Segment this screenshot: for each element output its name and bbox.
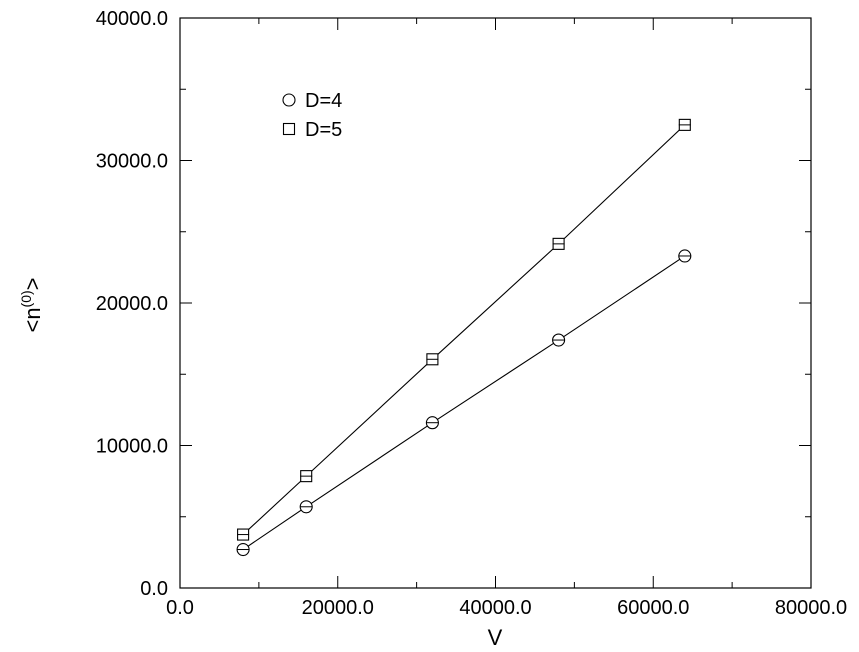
x-tick-labels: 0.0 20000.0 40000.0 60000.0 80000.0: [166, 597, 847, 619]
series-markers: [236, 118, 692, 557]
x-tick-label: 80000.0: [775, 597, 847, 619]
x-tick-label: 40000.0: [459, 597, 531, 619]
y-tick-label: 40000.0: [96, 8, 168, 30]
y-tick-label: 10000.0: [96, 436, 168, 458]
y-tick-labels: 0.0 10000.0 20000.0 30000.0 40000.0: [96, 8, 168, 600]
y-tick-label: 20000.0: [96, 293, 168, 315]
series-lines: [242, 124, 686, 550]
legend: D=4D=5: [282, 90, 342, 141]
y-tick-label: 30000.0: [96, 151, 168, 173]
legend-label: D=4: [305, 90, 342, 112]
x-tick-label: 60000.0: [617, 597, 689, 619]
plot-area-frame: [179, 17, 812, 589]
x-tick-label: 0.0: [166, 597, 194, 619]
y-axis-title-superscript: (0): [18, 290, 34, 307]
y-axis-title: <n(0)>: [18, 277, 45, 332]
legend-label: D=5: [305, 119, 342, 141]
legend-marker-circle: [282, 93, 296, 107]
x-axis-title: V: [488, 625, 503, 650]
y-tick-label: 0.0: [140, 578, 168, 600]
y-axis-title-close: >: [20, 277, 45, 290]
axis-ticks: [179, 17, 812, 589]
x-tick-label: 20000.0: [302, 597, 374, 619]
y-axis-title-main: <n: [20, 307, 45, 332]
legend-marker-square: [282, 122, 296, 136]
